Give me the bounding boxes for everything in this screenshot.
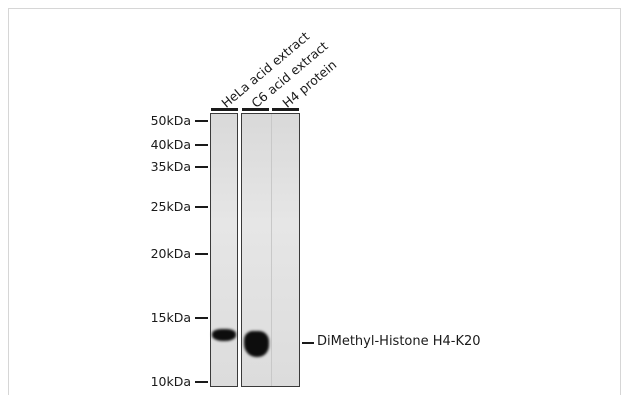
marker-35kda: 35kDa <box>100 160 208 174</box>
lane-bar-c6 <box>242 108 269 111</box>
marker-50kda: 50kDa <box>100 114 208 128</box>
marker-20kda: 20kDa <box>100 247 208 261</box>
marker-tick <box>195 206 208 208</box>
marker-tick <box>195 120 208 122</box>
marker-label: 20kDa <box>150 246 191 261</box>
figure-frame <box>8 8 621 395</box>
marker-25kda: 25kDa <box>100 200 208 214</box>
marker-label: 35kDa <box>150 159 191 174</box>
marker-tick <box>195 317 208 319</box>
marker-tick <box>195 381 208 383</box>
marker-label: 40kDa <box>150 137 191 152</box>
lane-bar-hela <box>211 108 238 111</box>
band-label-tick <box>302 342 314 344</box>
marker-label: 25kDa <box>150 199 191 214</box>
marker-15kda: 15kDa <box>100 311 208 325</box>
blot-panel-c6-h4 <box>241 113 300 387</box>
marker-40kda: 40kDa <box>100 138 208 152</box>
marker-10kda: 10kDa <box>100 375 208 389</box>
marker-tick <box>195 253 208 255</box>
marker-tick <box>195 166 208 168</box>
marker-label: 15kDa <box>150 310 191 325</box>
marker-label: 10kDa <box>150 374 191 389</box>
band-c6 <box>244 331 269 357</box>
blot-panel-hela <box>210 113 238 387</box>
band-label-text: DiMethyl-Histone H4-K20 <box>317 334 481 349</box>
lane-bar-h4 <box>272 108 299 111</box>
marker-tick <box>195 144 208 146</box>
lane-divider <box>271 114 272 386</box>
marker-label: 50kDa <box>150 113 191 128</box>
band-hela <box>212 329 236 341</box>
